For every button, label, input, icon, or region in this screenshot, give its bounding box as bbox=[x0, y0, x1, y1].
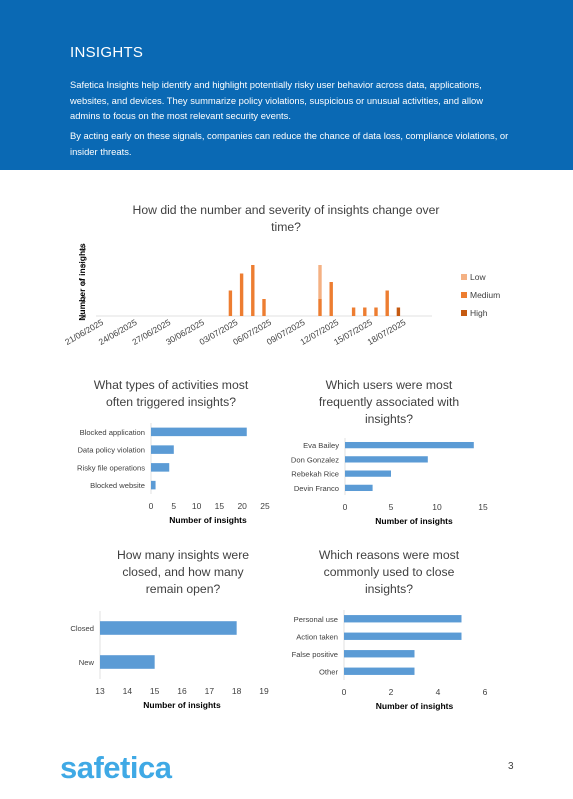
legend-label-medium: Medium bbox=[470, 290, 500, 300]
timeline-ylabel: Number of insights bbox=[77, 243, 87, 321]
users-xtick: 10 bbox=[432, 502, 442, 512]
timeline-bar-medium bbox=[262, 299, 266, 316]
closed-bar bbox=[100, 621, 237, 635]
activities-bar bbox=[151, 445, 174, 454]
timeline-bar-high bbox=[396, 307, 401, 316]
reasons-bar bbox=[344, 667, 415, 675]
page-number: 3 bbox=[508, 761, 514, 772]
reasons-category-label: Other bbox=[319, 667, 338, 676]
activities-xtick: 15 bbox=[215, 501, 225, 511]
closed-xtick: 14 bbox=[123, 686, 133, 696]
legend-swatch-low bbox=[461, 274, 467, 280]
closed-bar bbox=[100, 655, 155, 669]
users-xtick: 0 bbox=[343, 502, 348, 512]
closed-title-line: closed, and how many bbox=[122, 565, 244, 579]
timeline-xtick: 18/07/2025 bbox=[366, 317, 408, 347]
page-title: INSIGHTS bbox=[70, 44, 144, 61]
activities-title-line: What types of activities most bbox=[94, 378, 249, 392]
timeline-bar-medium bbox=[228, 290, 233, 316]
reasons-xtick: 6 bbox=[483, 687, 488, 697]
legend-label-low: Low bbox=[470, 272, 486, 282]
legend-swatch-medium bbox=[461, 292, 467, 298]
timeline-ytick: 6 bbox=[81, 260, 86, 270]
timeline-ytick: 8 bbox=[81, 243, 86, 253]
timeline-bar-medium bbox=[363, 307, 367, 316]
timeline-bar-medium bbox=[318, 299, 322, 316]
users-bar bbox=[345, 470, 391, 477]
timeline-bar-medium bbox=[385, 290, 389, 316]
activities-bar bbox=[151, 427, 247, 437]
users-title-line: insights? bbox=[365, 412, 413, 426]
reasons-category-label: False positive bbox=[292, 650, 338, 659]
timeline-bar-medium bbox=[374, 307, 378, 316]
users-title-line: Which users were most bbox=[326, 378, 453, 392]
activities-xtick: 10 bbox=[192, 501, 202, 511]
activities-title-line: often triggered insights? bbox=[106, 395, 236, 409]
closed-xtick: 17 bbox=[205, 686, 215, 696]
reasons-title-line: commonly used to close bbox=[324, 565, 455, 579]
users-bar bbox=[345, 484, 373, 492]
users-category-label: Rebekah Rice bbox=[291, 470, 339, 479]
closed-xtick: 13 bbox=[95, 686, 105, 696]
reasons-xtick: 0 bbox=[342, 687, 347, 697]
timeline-title-line: How did the number and severity of insig… bbox=[133, 203, 440, 217]
timeline-ytick: 2 bbox=[81, 294, 86, 304]
reasons-category-label: Personal use bbox=[294, 615, 338, 624]
legend-label-high: High bbox=[470, 308, 488, 318]
activities-xtick: 5 bbox=[171, 501, 176, 511]
activities-category-label: Blocked application bbox=[80, 428, 145, 437]
benefit-paragraph: By acting early on these signals, compan… bbox=[70, 130, 509, 157]
timeline-ytick: 0 bbox=[81, 311, 86, 321]
closed-xtick: 16 bbox=[177, 686, 187, 696]
intro-paragraph: Safetica Insights help identify and high… bbox=[70, 79, 484, 121]
users-category-label: Devin Franco bbox=[294, 484, 339, 493]
reasons-bar bbox=[344, 615, 462, 623]
reasons-bar bbox=[344, 650, 415, 658]
activities-bar bbox=[151, 463, 170, 472]
activities-category-label: Risky file operations bbox=[77, 463, 145, 472]
timeline-bar-medium bbox=[251, 265, 255, 316]
closed-xtick: 15 bbox=[150, 686, 160, 696]
reasons-title-line: Which reasons were most bbox=[319, 548, 460, 562]
timeline-bar-medium bbox=[329, 282, 333, 316]
activities-xtick: 20 bbox=[237, 501, 247, 511]
activities-bar bbox=[151, 480, 156, 490]
activities-xtick: 0 bbox=[149, 501, 154, 511]
reasons-title-line: insights? bbox=[365, 582, 413, 596]
timeline-bar-low bbox=[318, 265, 322, 299]
closed-xtick: 19 bbox=[259, 686, 269, 696]
users-bar bbox=[345, 456, 428, 463]
closed-title-line: remain open? bbox=[146, 582, 221, 596]
header-banner: INSIGHTS Safetica Insights help identify… bbox=[0, 0, 573, 170]
activities-xtick: 25 bbox=[260, 501, 270, 511]
reasons-category-label: Action taken bbox=[296, 632, 338, 641]
timeline-bar-medium bbox=[239, 273, 244, 316]
users-xtick: 5 bbox=[389, 502, 394, 512]
activities-category-label: Data policy violation bbox=[77, 446, 145, 455]
legend-swatch-high bbox=[461, 310, 467, 316]
timeline-ytick: 4 bbox=[81, 277, 86, 287]
reasons-xtick: 4 bbox=[436, 687, 441, 697]
reasons-xlabel: Number of insights bbox=[376, 701, 454, 711]
closed-xlabel: Number of insights bbox=[143, 700, 221, 710]
activities-category-label: Blocked website bbox=[90, 481, 145, 490]
users-bar bbox=[345, 441, 474, 449]
reasons-xtick: 2 bbox=[389, 687, 394, 697]
users-title-line: frequently associated with bbox=[319, 395, 459, 409]
safetica-logo: safetica bbox=[60, 750, 172, 785]
closed-category-label: Closed bbox=[70, 624, 94, 633]
timeline-bar-medium bbox=[351, 307, 356, 316]
users-category-label: Don Gonzalez bbox=[291, 455, 339, 464]
users-xlabel: Number of insights bbox=[375, 516, 453, 526]
closed-xtick: 18 bbox=[232, 686, 242, 696]
closed-title-line: How many insights were bbox=[117, 548, 249, 562]
timeline-title-line: time? bbox=[271, 220, 301, 234]
users-xtick: 15 bbox=[478, 502, 488, 512]
closed-category-label: New bbox=[79, 658, 95, 667]
reasons-bar bbox=[344, 632, 462, 640]
users-category-label: Eva Bailey bbox=[303, 441, 339, 450]
activities-xlabel: Number of insights bbox=[169, 515, 247, 525]
